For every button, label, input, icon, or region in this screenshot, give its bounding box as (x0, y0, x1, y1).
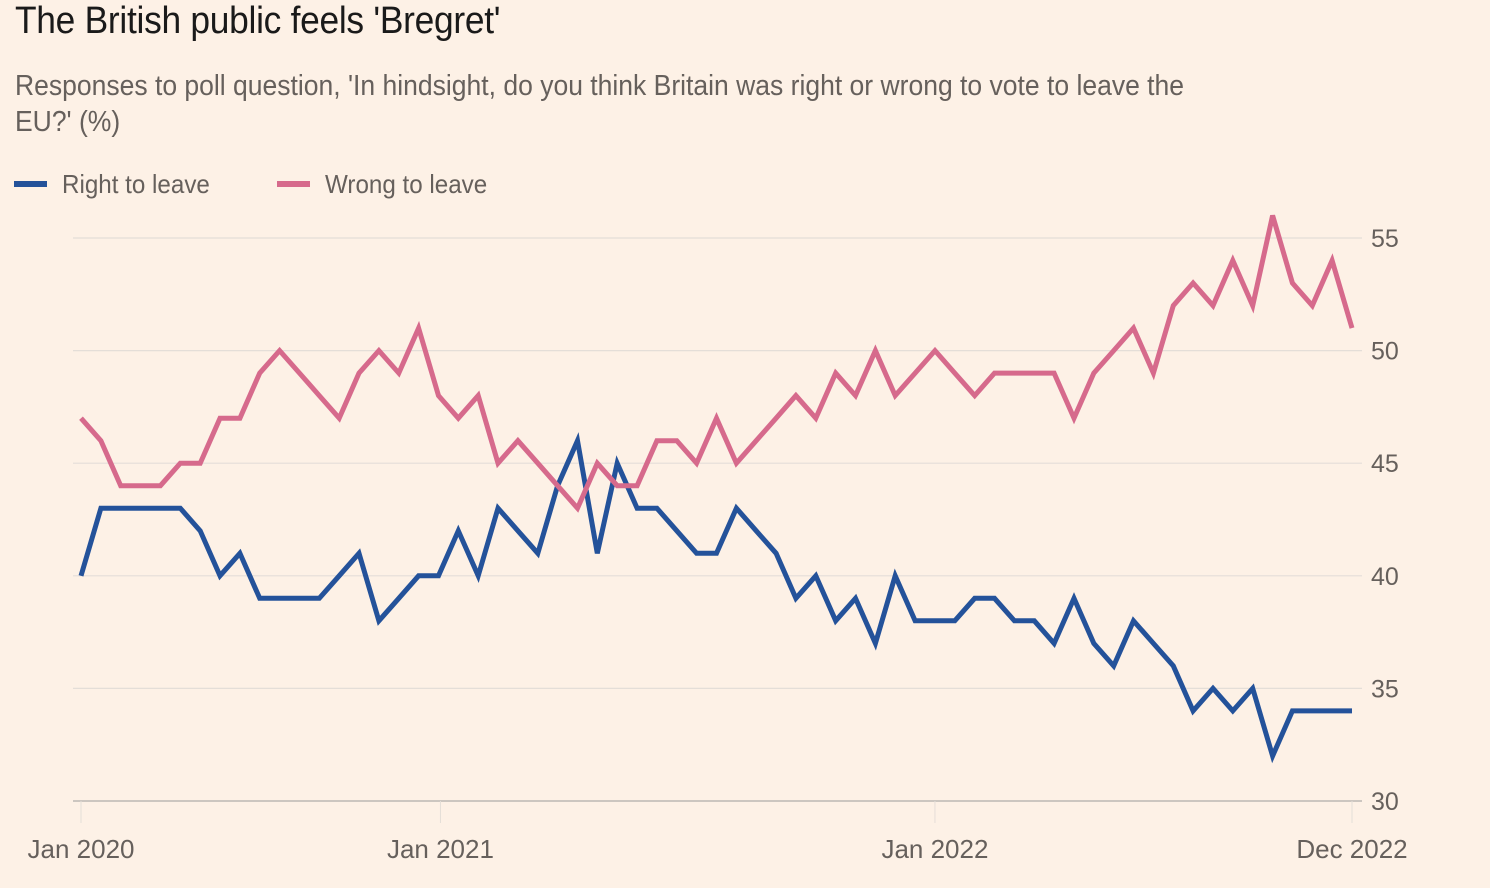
y-axis: 30 35 40 45 50 55 (1371, 225, 1399, 816)
x-tick-label: Jan 2020 (28, 834, 135, 864)
y-tick-label-45: 45 (1371, 450, 1399, 478)
series-line-right-to-leave (78, 432, 1352, 764)
legend-item-right-to-leave: Right to leave (14, 169, 221, 200)
legend-label-right-to-leave: Right to leave (62, 168, 210, 199)
x-tick-label: Jan 2022 (881, 834, 988, 864)
y-tick-label-30: 30 (1371, 788, 1399, 816)
chart-subtitle: Responses to poll question, 'In hindsigh… (15, 70, 1185, 138)
x-tick-label: Jan 2021 (387, 834, 494, 864)
chart-title: The British public feels 'Bregret' (15, 0, 501, 42)
series-line-wrong-to-leave (79, 214, 1355, 513)
y-tick-label-55: 55 (1371, 225, 1399, 253)
x-tick-label: Dec 2022 (1296, 834, 1407, 864)
legend-swatch-wrong-to-leave (276, 181, 310, 187)
legend-item-wrong-to-leave: Wrong to leave (276, 168, 499, 200)
series-lines (78, 214, 1355, 764)
x-axis: Jan 2020 Jan 2021 Jan 2022 Dec 2022 (28, 800, 1408, 864)
gridlines (73, 237, 1362, 690)
legend: Right to leave Wrong to leave (14, 166, 555, 202)
y-tick-label-50: 50 (1371, 338, 1399, 366)
legend-swatch-right-to-leave (14, 181, 47, 187)
y-tick-label-35: 35 (1371, 675, 1399, 703)
y-tick-label-40: 40 (1371, 563, 1399, 591)
legend-label-wrong-to-leave: Wrong to leave (324, 168, 488, 199)
